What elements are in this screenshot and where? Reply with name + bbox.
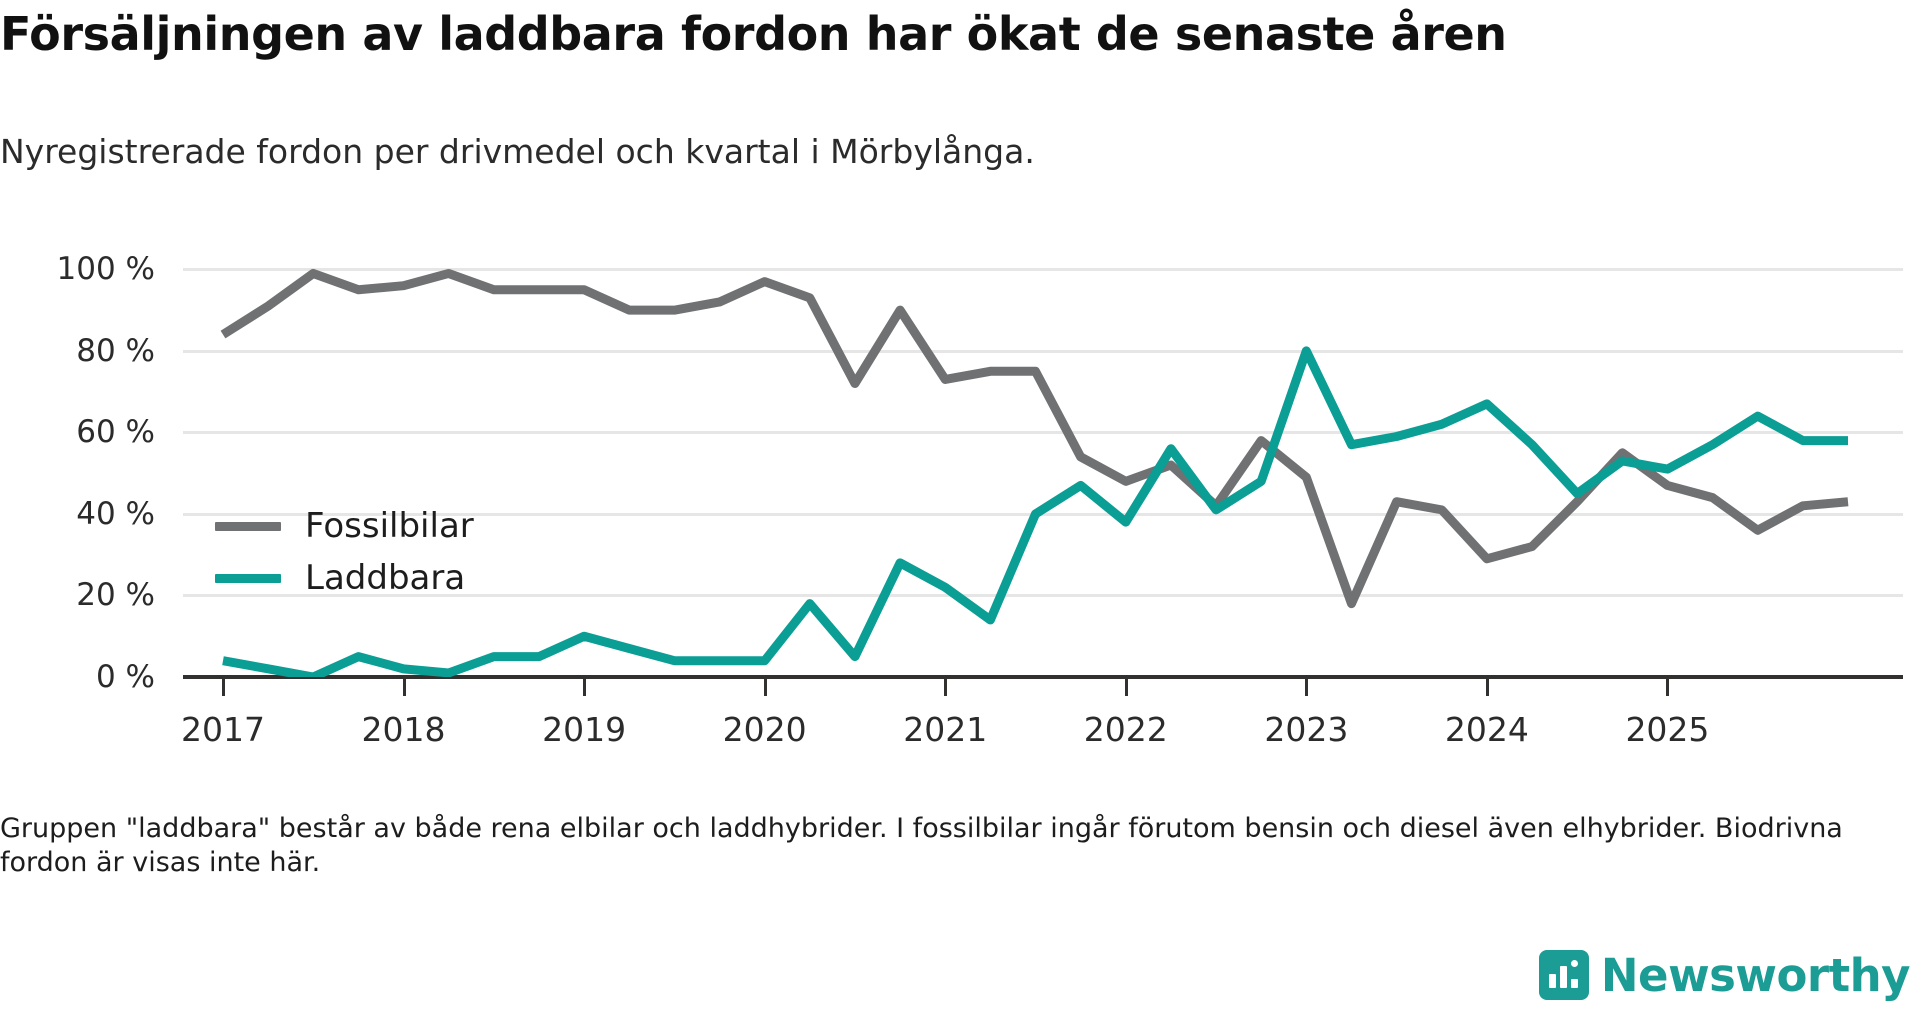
x-axis-tickmark — [1305, 679, 1309, 696]
y-axis-tick-label: 20 % — [76, 577, 155, 614]
gridline-60 — [183, 431, 1903, 435]
x-axis-tick-label: 2020 — [722, 710, 807, 749]
y-axis-tick-label: 40 % — [76, 495, 155, 532]
y-axis-tick-label: 60 % — [76, 414, 155, 451]
legend-item-laddbara[interactable]: Laddbara — [215, 552, 635, 604]
line-chart: 0 % 20 % 40 % 60 % 80 % 100 % 2017 2018 2019 202… — [0, 215, 1920, 746]
x-axis-tickmark — [222, 679, 225, 696]
page-title: Försäljningen av laddbara fordon har öka… — [0, 7, 1507, 61]
y-axis-tick-label: 80 % — [76, 332, 155, 369]
newsworthy-logo[interactable]: Newsworthy — [1538, 948, 1911, 1002]
x-axis-tick-label: 2019 — [542, 710, 627, 749]
series-line-fossilbilar — [220, 268, 1849, 609]
x-axis-tickmark — [402, 679, 406, 696]
logo-bar-3 — [1570, 979, 1578, 988]
x-axis-tick-label: 2024 — [1444, 710, 1529, 749]
x-axis-tickmark — [583, 679, 587, 696]
logo-bar-1 — [1548, 974, 1556, 988]
series-lines — [220, 268, 1849, 677]
x-axis-line — [183, 675, 1903, 679]
logo-dot — [1570, 960, 1578, 967]
logo-bar-2 — [1559, 966, 1567, 988]
gridline-100 — [183, 268, 1903, 272]
logo-wordmark: Newsworthy — [1600, 948, 1911, 1002]
y-axis-tick-label: 0 % — [95, 659, 155, 695]
legend-item-fossilbilar[interactable]: Fossilbilar — [215, 500, 635, 552]
bar-chart-icon — [1538, 950, 1589, 1000]
gridline-80 — [183, 349, 1903, 353]
page-subtitle: Nyregistrerade fordon per drivmedel och … — [0, 132, 1035, 171]
legend-label-laddbara: Laddbara — [305, 558, 466, 598]
x-axis-tickmark — [763, 679, 767, 696]
x-axis-tickmark — [1666, 679, 1670, 696]
x-axis-tick-label: 2022 — [1083, 710, 1168, 749]
x-axis-tickmark — [1485, 679, 1489, 696]
legend-swatch-laddbara — [215, 573, 281, 583]
x-axis-tick-label: 2018 — [361, 710, 446, 749]
x-axis-tick-label: 2025 — [1625, 710, 1710, 749]
x-axis-tick-label: 2021 — [903, 710, 988, 749]
series-line-laddbara — [222, 346, 1848, 677]
y-axis-tick-label: 100 % — [56, 251, 155, 288]
legend-label-fossilbilar: Fossilbilar — [305, 506, 474, 546]
chart-legend: Fossilbilar Laddbara — [215, 500, 635, 604]
x-axis-tick-label: 2017 — [181, 710, 265, 749]
gridline-20 — [183, 594, 1903, 598]
x-axis-tickmark — [1124, 679, 1128, 696]
x-axis-tick-label: 2023 — [1264, 710, 1349, 749]
chart-footnote: Gruppen "laddbara" består av både rena e… — [0, 813, 1843, 878]
legend-swatch-fossilbilar — [215, 521, 281, 531]
x-axis-tickmark — [944, 679, 948, 696]
